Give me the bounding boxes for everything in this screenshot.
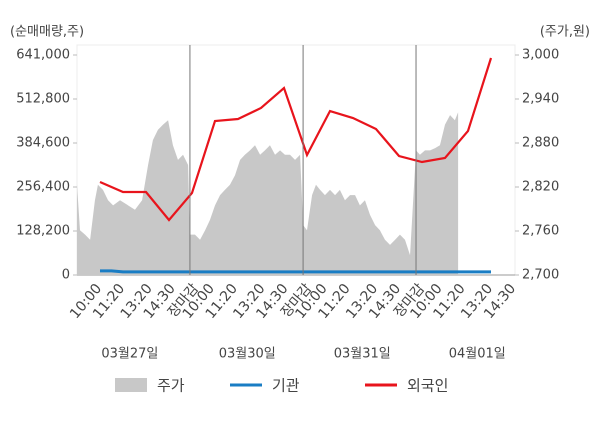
date-label: 04월01일 xyxy=(449,347,506,362)
y2-tick-label: 2,700 xyxy=(522,268,559,283)
y-tick-label: 512,800 xyxy=(16,92,70,107)
legend-label: 주가 xyxy=(157,377,185,395)
y-tick-label: 384,600 xyxy=(16,136,70,151)
series-line xyxy=(99,57,493,222)
date-label: 03월31일 xyxy=(334,347,391,362)
legend-label: 외국인 xyxy=(407,377,448,395)
y-tick-label: 0 xyxy=(62,268,70,283)
y-tick-label: 641,000 xyxy=(16,48,70,63)
y2-tick-label: 2,820 xyxy=(522,180,559,195)
date-label: 03월27일 xyxy=(101,347,158,362)
legend-swatch xyxy=(115,378,147,392)
y2-tick-label: 2,880 xyxy=(522,136,559,151)
series-line xyxy=(100,269,491,274)
y-tick-label: 128,200 xyxy=(16,224,70,239)
price-area xyxy=(77,112,459,275)
y-axis-label: (순매매량,주) xyxy=(10,25,84,40)
legend-label: 기관 xyxy=(272,377,300,395)
y2-tick-label: 2,940 xyxy=(522,92,559,107)
y-tick-label: 256,400 xyxy=(16,180,70,195)
date-label: 03월30일 xyxy=(219,347,276,362)
y2-tick-label: 3,000 xyxy=(522,48,559,63)
y2-axis-label: (주가,원) xyxy=(540,25,590,40)
y2-tick-label: 2,760 xyxy=(522,224,559,239)
